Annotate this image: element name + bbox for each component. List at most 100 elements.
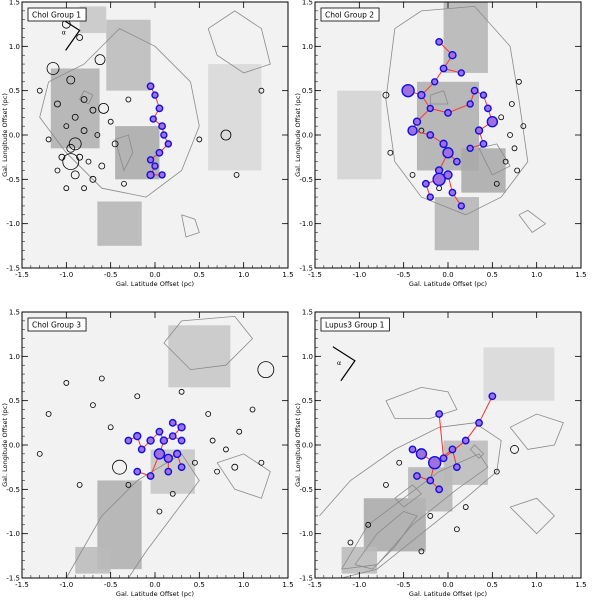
plot-content xyxy=(319,347,564,578)
source-circle-10 xyxy=(462,504,469,510)
source-circle-5 xyxy=(63,380,70,386)
source-circle-8 xyxy=(514,167,521,174)
source-circle-10 xyxy=(520,123,527,130)
source-circle-3 xyxy=(396,459,403,466)
group-member-10 xyxy=(413,472,421,480)
y-tick-label: 1.5 xyxy=(302,309,313,317)
source-circle-28 xyxy=(62,153,80,171)
contour-1 xyxy=(385,5,529,216)
source-circle-5 xyxy=(66,75,76,85)
x-tick-label: 1.0 xyxy=(238,581,249,589)
group-member-16 xyxy=(479,139,488,148)
source-circle-20 xyxy=(54,167,61,174)
group-member-3 xyxy=(137,445,146,454)
extinction-block-5 xyxy=(208,64,262,171)
group-member-1 xyxy=(488,392,497,401)
source-circle-6 xyxy=(365,521,372,528)
y-tick-label: 1.5 xyxy=(302,0,313,7)
source-circle-4 xyxy=(94,54,106,66)
source-circle-14 xyxy=(516,78,522,85)
y-tick-label: 0.0 xyxy=(9,132,20,140)
source-circle-7 xyxy=(54,100,61,108)
source-circle-12 xyxy=(80,127,88,134)
contour-2 xyxy=(478,143,511,176)
source-circle-11 xyxy=(63,123,70,130)
group-member-11 xyxy=(146,170,155,180)
panel-title: Chol Group 3 xyxy=(32,321,81,330)
contour-5 xyxy=(469,444,485,459)
group-member-19 xyxy=(407,125,418,136)
source-circle-2 xyxy=(383,481,389,488)
y-tick-label: -1.0 xyxy=(6,220,20,228)
source-circle-19 xyxy=(169,490,176,497)
group-member-5 xyxy=(408,445,417,454)
group-member-5 xyxy=(155,427,164,436)
group-member-26 xyxy=(443,170,453,180)
source-circle-1 xyxy=(257,361,275,379)
group-member-2 xyxy=(151,91,159,99)
x-tick-label: 1.5 xyxy=(575,581,586,589)
source-circle-15 xyxy=(178,388,185,395)
tree-edge-4 xyxy=(438,413,445,459)
contour-1 xyxy=(163,315,254,371)
group-member-9 xyxy=(444,108,452,117)
source-circle-4 xyxy=(498,114,505,121)
group-member-3 xyxy=(435,410,444,418)
source-circle-3 xyxy=(46,62,60,75)
source-circle-26 xyxy=(111,140,119,148)
group-member-1 xyxy=(146,82,155,91)
contour-6 xyxy=(385,386,458,419)
source-circle-35 xyxy=(63,185,70,192)
group-member-15 xyxy=(133,467,142,476)
source-circle-7 xyxy=(125,481,132,488)
source-circle-14 xyxy=(68,137,82,151)
source-circle-21 xyxy=(70,170,80,180)
x-tick-label: 0.0 xyxy=(442,581,453,589)
source-circle-3 xyxy=(107,424,114,431)
group-member-6 xyxy=(415,448,428,460)
source-circle-4 xyxy=(90,402,96,409)
source-circle-30 xyxy=(196,136,203,143)
panel-title: Chol Group 2 xyxy=(325,11,374,20)
source-circle-23 xyxy=(45,136,52,143)
group-member-4 xyxy=(457,69,465,77)
group-member-8 xyxy=(155,148,164,157)
x-tick-label: -1.0 xyxy=(59,581,73,589)
source-circle-13 xyxy=(94,132,101,138)
extinction-block-4 xyxy=(75,546,111,574)
group-member-23 xyxy=(452,157,461,166)
y-tick-label: 1.0 xyxy=(9,43,20,51)
group-member-7 xyxy=(401,83,415,98)
group-member-17 xyxy=(466,144,474,153)
panel-title: Chol Group 1 xyxy=(32,11,81,20)
x-tick-label: -1.5 xyxy=(15,581,29,589)
group-member-13 xyxy=(435,485,444,494)
source-circle-2 xyxy=(76,34,84,41)
x-tick-label: 0.5 xyxy=(487,271,498,279)
panel-title-box xyxy=(320,7,380,22)
x-axis-label: Gal. Latitude Offset (pc) xyxy=(409,590,487,598)
group-member-21 xyxy=(439,139,448,149)
source-circle-21 xyxy=(205,411,212,417)
compass-label: α xyxy=(62,28,66,36)
extinction-block-5 xyxy=(483,347,555,401)
extinction-block-1 xyxy=(168,325,231,388)
x-tick-label: 0.0 xyxy=(442,271,453,279)
x-tick-label: 1.0 xyxy=(531,271,542,279)
chart-panel-1: α -1.5 -1.0 -0.5 0.0 0.5 1.0 1.5 -1.5 -1.0 -0.5 0.0… xyxy=(1,0,294,288)
contour-2 xyxy=(114,134,134,172)
contour-4 xyxy=(394,484,423,508)
group-member-8 xyxy=(177,423,186,432)
contour-4 xyxy=(181,214,200,238)
y-tick-label: 1.5 xyxy=(9,309,20,317)
source-circle-32 xyxy=(233,171,240,178)
source-circle-7 xyxy=(453,526,460,533)
group-member-2 xyxy=(133,431,142,441)
source-circle-8 xyxy=(191,459,198,466)
source-circle-12 xyxy=(214,468,220,475)
source-circle-1 xyxy=(510,445,519,454)
group-member-9 xyxy=(146,156,155,164)
group-member-9 xyxy=(426,476,435,485)
extinction-block-3 xyxy=(461,148,506,193)
